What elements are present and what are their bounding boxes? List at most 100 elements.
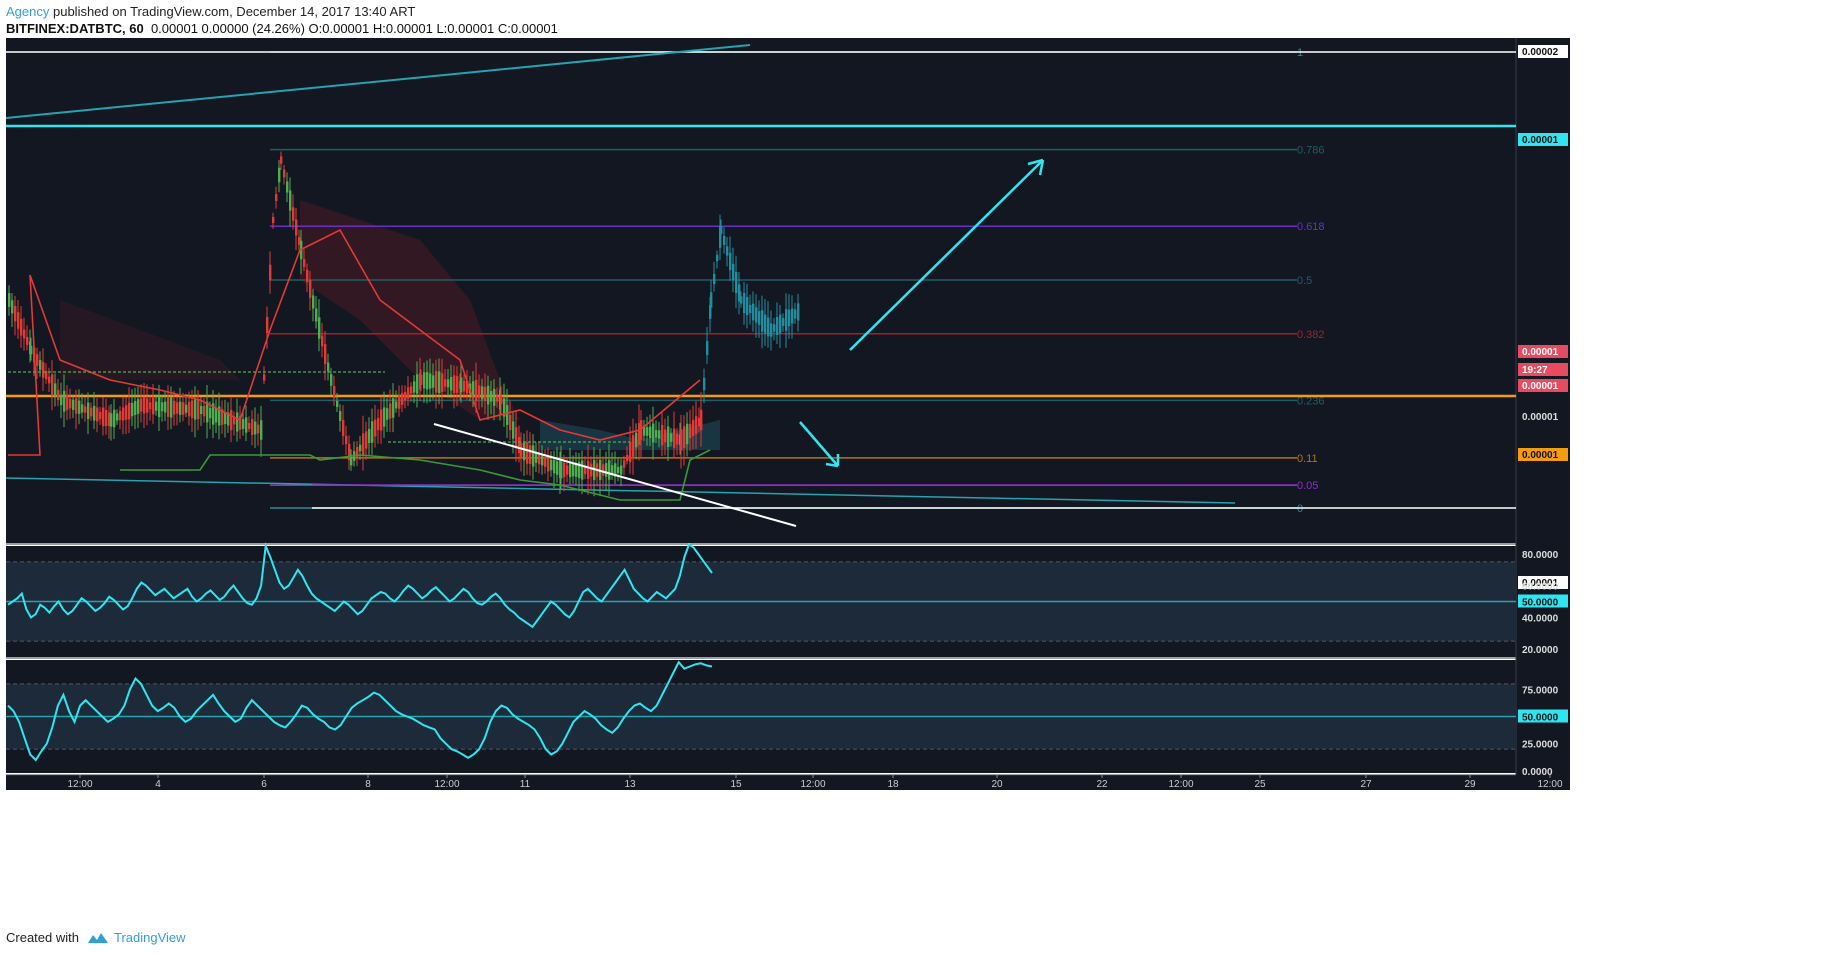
down-arrow-head: [825, 454, 840, 468]
candle-body: [152, 397, 155, 415]
candle-body: [723, 236, 726, 245]
candle-body: [197, 400, 200, 420]
published-text: published on TradingView.com, December 1…: [49, 4, 416, 19]
candle-body: [538, 453, 541, 465]
author-link[interactable]: Agency: [6, 4, 50, 19]
time-tick-label: 25: [1254, 779, 1266, 790]
down-arrow: [799, 421, 839, 467]
price-label-box: [1518, 45, 1568, 58]
candle-body: [743, 292, 746, 314]
candle-body: [629, 441, 632, 463]
price-chart: 1 0.786 0.618 0.5 0.382 0.236 0.11 0.05 0: [5, 44, 1516, 527]
candle-body: [620, 465, 623, 475]
candle-body: [283, 169, 286, 178]
candle-body: [435, 371, 438, 393]
candle-body: [254, 421, 257, 435]
candle-body: [348, 443, 351, 461]
candle-body: [392, 398, 395, 418]
candle-body: [453, 375, 456, 393]
candle-body: [432, 375, 435, 388]
candle-body: [541, 455, 544, 466]
fib-level-label: 0.5: [1297, 275, 1312, 287]
candle-body: [776, 317, 779, 335]
candle-body: [292, 207, 295, 221]
candle-body: [173, 400, 176, 415]
candle-body: [295, 219, 298, 236]
tradingview-brand[interactable]: TradingView: [87, 930, 186, 945]
fib-level-label: 0.05: [1297, 480, 1318, 492]
candle-body: [698, 417, 701, 427]
fib-level-label: 0.236: [1297, 395, 1325, 407]
candle-body: [45, 370, 48, 380]
candle-body: [481, 386, 484, 400]
time-tick-label: 12:00: [800, 779, 825, 790]
candle-body: [472, 381, 475, 398]
candle-body: [218, 406, 221, 426]
candle-body: [746, 296, 749, 316]
time-tick-label: 29: [1464, 779, 1476, 790]
candle-body: [608, 460, 611, 480]
candle-body: [339, 411, 342, 421]
candle-body: [23, 329, 26, 339]
candle-body: [676, 433, 679, 445]
candle-body: [342, 419, 345, 437]
candle-body: [110, 413, 113, 427]
candle-body: [260, 420, 263, 440]
quote-line: 0.00001 0.00000 (24.26%) O:0.00001 H:0.0…: [150, 21, 558, 36]
candle-body: [131, 402, 134, 417]
candle-body: [670, 433, 673, 442]
candle-body: [96, 407, 99, 422]
candle-body: [251, 419, 254, 435]
price-label: 0.00001: [1522, 347, 1559, 358]
candle-body: [652, 423, 655, 443]
candle-body: [72, 399, 75, 410]
candle-body: [324, 344, 327, 364]
candle-body: [523, 442, 526, 461]
candle-body: [69, 398, 72, 409]
candle-body: [81, 404, 84, 413]
candle-body: [176, 402, 179, 414]
candle-body: [506, 405, 509, 425]
candle-body: [275, 194, 278, 201]
candle-body: [371, 421, 374, 443]
candle-body: [149, 402, 152, 410]
candle-body: [661, 425, 664, 446]
candle-body: [161, 402, 164, 412]
candle-body: [386, 408, 389, 420]
candle-body: [321, 335, 324, 347]
candle-body: [30, 345, 33, 355]
candle-body: [14, 305, 17, 322]
candle-body: [395, 401, 398, 409]
candle-body: [602, 464, 605, 476]
fib-level-label: 0.11: [1297, 453, 1318, 465]
candle-body: [134, 401, 137, 415]
osc1-axis-label: 50.0000: [1522, 598, 1559, 609]
candle-body: [484, 386, 487, 402]
candle-body: [487, 385, 490, 405]
candle-body: [119, 411, 122, 420]
candle-body: [584, 465, 587, 475]
candle-body: [227, 412, 230, 426]
price-label-box: [1518, 363, 1568, 376]
candle-body: [713, 273, 716, 285]
candle-body: [572, 463, 575, 477]
candle-body: [116, 413, 119, 421]
candle-body: [773, 324, 776, 332]
candle-body: [569, 462, 572, 478]
candle-body: [404, 391, 407, 401]
osc1-axis-label: 80.0000: [1522, 550, 1559, 561]
candle-body: [611, 465, 614, 475]
candle-body: [703, 377, 706, 391]
candle-body: [779, 314, 782, 334]
candle-body: [532, 445, 535, 467]
candle-body: [700, 409, 703, 431]
candle-body: [797, 303, 800, 321]
candle-body: [563, 462, 566, 478]
candle-body: [673, 428, 676, 448]
candle-body: [512, 421, 515, 439]
price-pane: [6, 38, 1516, 543]
candle-body: [66, 394, 69, 410]
candle-body: [93, 405, 96, 421]
osc2-axis-label: 0.0000: [1522, 767, 1553, 778]
